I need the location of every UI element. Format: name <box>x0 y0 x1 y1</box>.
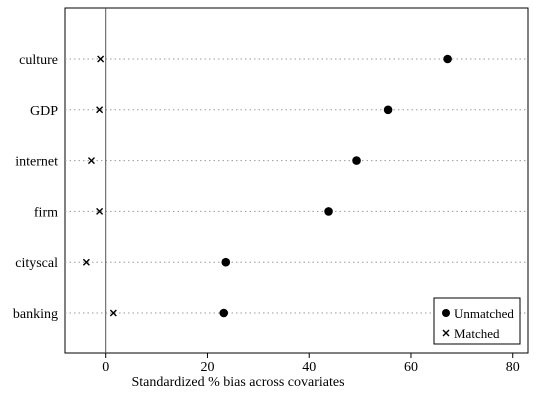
y-label-internet: internet <box>15 155 58 170</box>
x-tick-label-0: 0 <box>102 360 109 375</box>
x-tick-label-20: 20 <box>200 360 214 375</box>
y-label-cityscal: cityscal <box>15 256 58 271</box>
unmatched-point-internet <box>352 156 361 165</box>
y-axis-labels: culture GDP internet firm cityscal banking <box>13 53 58 322</box>
x-axis-label: Standardized % bias across covariates <box>131 375 344 390</box>
legend-matched-label: Matched <box>454 326 500 341</box>
y-label-banking: banking <box>13 307 58 322</box>
plot-area-frame <box>64 7 529 354</box>
gridlines <box>65 58 528 314</box>
unmatched-point-firm <box>324 207 333 216</box>
y-label-firm: firm <box>34 205 58 220</box>
x-tick-label-40: 40 <box>302 360 316 375</box>
legend-matched-marker <box>442 329 450 337</box>
legend-unmatched-marker <box>442 309 450 317</box>
matched-point-internet <box>87 157 95 165</box>
unmatched-point-culture <box>443 54 452 64</box>
x-tick-label-80: 80 <box>506 360 520 375</box>
matched-point-cityscal <box>82 258 90 266</box>
y-label-GDP: GDP <box>30 104 58 119</box>
legend: Unmatched Matched <box>433 297 521 345</box>
matched-point-culture <box>97 55 105 63</box>
unmatched-point-banking <box>219 308 229 318</box>
legend-box <box>433 297 521 345</box>
unmatched-point-cityscal <box>221 257 231 267</box>
x-tick-label-60: 60 <box>404 360 418 375</box>
x-axis: 0 20 40 60 80 <box>102 353 520 375</box>
matched-point-GDP <box>96 106 104 114</box>
unmatched-point-GDP <box>383 105 393 115</box>
matched-point-firm <box>96 207 104 215</box>
y-label-culture: culture <box>19 53 58 68</box>
matched-point-banking <box>109 309 117 317</box>
legend-unmatched-label: Unmatched <box>454 306 514 321</box>
data-marks <box>82 54 452 318</box>
